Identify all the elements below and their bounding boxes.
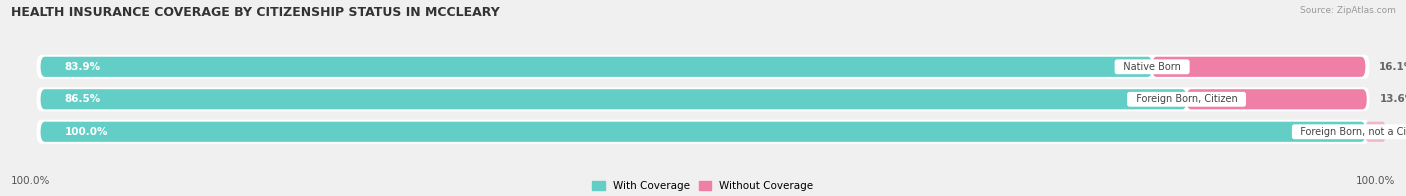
FancyBboxPatch shape bbox=[1152, 57, 1365, 77]
Text: 100.0%: 100.0% bbox=[11, 176, 51, 186]
Text: 100.0%: 100.0% bbox=[65, 127, 108, 137]
FancyBboxPatch shape bbox=[41, 57, 1152, 77]
Text: Native Born: Native Born bbox=[1118, 62, 1187, 72]
FancyBboxPatch shape bbox=[1365, 122, 1385, 142]
FancyBboxPatch shape bbox=[37, 87, 1369, 111]
Text: 86.5%: 86.5% bbox=[65, 94, 101, 104]
Text: 13.6%: 13.6% bbox=[1381, 94, 1406, 104]
FancyBboxPatch shape bbox=[41, 122, 1365, 142]
FancyBboxPatch shape bbox=[37, 120, 1369, 144]
Text: 0.0%: 0.0% bbox=[1399, 127, 1406, 137]
FancyBboxPatch shape bbox=[1187, 89, 1367, 109]
FancyBboxPatch shape bbox=[37, 55, 1369, 79]
Text: Foreign Born, Citizen: Foreign Born, Citizen bbox=[1129, 94, 1243, 104]
Text: 100.0%: 100.0% bbox=[1355, 176, 1395, 186]
Legend: With Coverage, Without Coverage: With Coverage, Without Coverage bbox=[588, 177, 818, 195]
Text: HEALTH INSURANCE COVERAGE BY CITIZENSHIP STATUS IN MCCLEARY: HEALTH INSURANCE COVERAGE BY CITIZENSHIP… bbox=[11, 6, 501, 19]
Text: Source: ZipAtlas.com: Source: ZipAtlas.com bbox=[1301, 6, 1396, 15]
Text: Foreign Born, not a Citizen: Foreign Born, not a Citizen bbox=[1295, 127, 1406, 137]
FancyBboxPatch shape bbox=[41, 89, 1187, 109]
Text: 16.1%: 16.1% bbox=[1379, 62, 1406, 72]
Text: 83.9%: 83.9% bbox=[65, 62, 101, 72]
